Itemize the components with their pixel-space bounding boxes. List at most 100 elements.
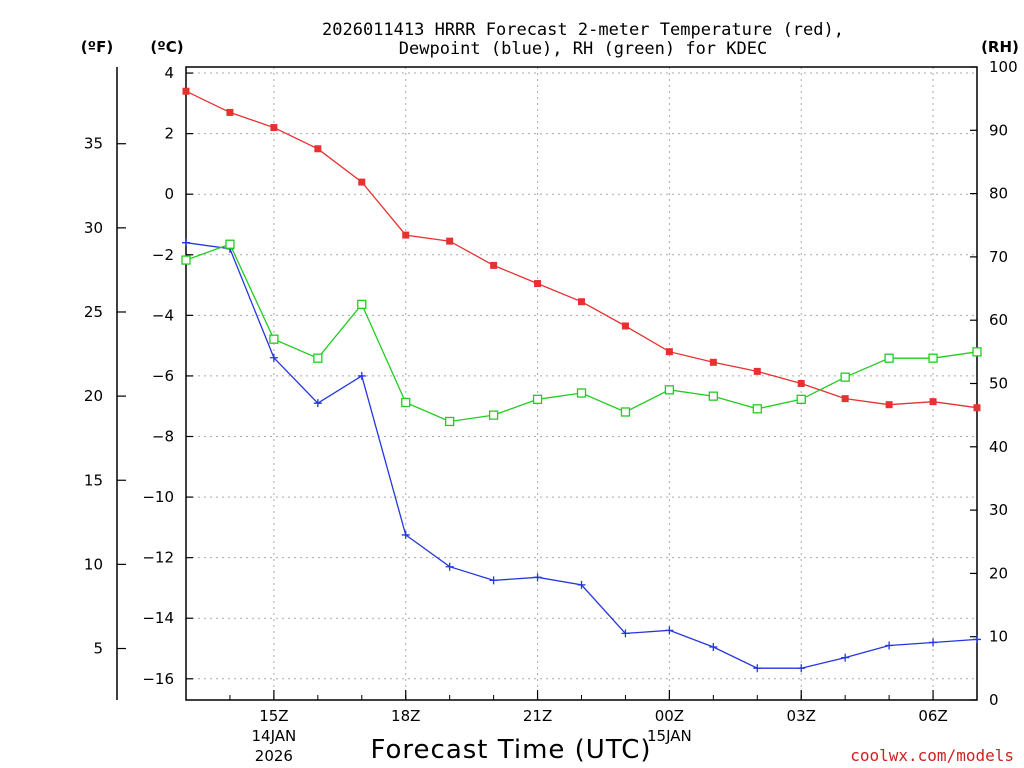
x-tick-label: 06Z xyxy=(918,707,947,725)
rh-tick-label: 20 xyxy=(989,564,1008,582)
dewpoint-point xyxy=(445,562,454,571)
dewpoint-line xyxy=(185,242,978,669)
temperature-point xyxy=(885,401,893,409)
x-tick-label: 21Z xyxy=(523,707,552,725)
temperature-point xyxy=(973,404,981,412)
plot-frame xyxy=(185,66,978,701)
dewpoint-point xyxy=(885,641,894,650)
f-tick-label: 35 xyxy=(84,135,103,153)
x-tick-label: 03Z xyxy=(787,707,816,725)
temperature-point xyxy=(314,145,322,153)
dewpoint-point xyxy=(489,576,498,585)
temperature-point xyxy=(929,398,937,406)
temperature-point xyxy=(402,231,410,239)
rh-point xyxy=(225,239,235,249)
temperature-point xyxy=(446,237,454,245)
temperature-point xyxy=(621,322,629,330)
rh-point xyxy=(664,385,675,395)
data-series xyxy=(181,87,982,673)
c-tick-label: −6 xyxy=(152,367,174,385)
dewpoint-point xyxy=(621,629,630,638)
x-tick-date: 15JAN xyxy=(647,727,692,745)
temperature-point xyxy=(797,380,805,387)
rh-point xyxy=(532,394,543,404)
dewpoint-point xyxy=(709,642,718,651)
temperature-point xyxy=(578,298,585,306)
chart-title-line1: 2026011413 HRRR Forecast 2-meter Tempera… xyxy=(322,20,844,40)
fahrenheit-unit-label: (ºF) xyxy=(81,38,113,56)
x-tick-label: 00Z xyxy=(655,707,684,725)
rh-point xyxy=(181,255,191,265)
f-tick-label: 10 xyxy=(84,555,103,573)
dewpoint-point xyxy=(269,353,278,362)
rh-tick-label: 0 xyxy=(989,691,999,709)
dewpoint-point xyxy=(929,638,938,647)
rh-point xyxy=(840,372,850,382)
c-tick-label: −10 xyxy=(142,488,174,506)
f-tick-label: 15 xyxy=(84,471,103,489)
rh-point xyxy=(401,397,411,408)
rh-point xyxy=(269,334,279,344)
f-tick-label: 20 xyxy=(84,387,103,405)
rh-point xyxy=(796,394,806,404)
rh-point xyxy=(620,407,631,417)
temperature-line xyxy=(185,90,978,409)
c-tick-label: −4 xyxy=(152,306,174,324)
rh-tick-label: 50 xyxy=(989,375,1008,393)
rh-tick-label: 30 xyxy=(989,501,1008,519)
c-tick-label: −12 xyxy=(142,549,174,567)
rh-tick-label: 80 xyxy=(989,185,1008,203)
f-tick-label: 5 xyxy=(93,640,103,658)
rh-point xyxy=(488,410,499,420)
f-tick-label: 30 xyxy=(84,219,103,237)
x-tick-label: 18Z xyxy=(391,707,420,725)
c-tick-label: −14 xyxy=(142,609,174,627)
rh-tick-label: 60 xyxy=(989,311,1008,329)
temperature-point xyxy=(270,124,278,132)
celsius-unit-label: (ºC) xyxy=(150,38,183,56)
dewpoint-point xyxy=(577,580,586,589)
rh-tick-label: 40 xyxy=(989,438,1008,456)
temperature-point xyxy=(534,280,542,288)
x-tick-date: 14JAN xyxy=(252,727,297,745)
temperature-point xyxy=(226,108,234,116)
rh-point xyxy=(445,416,455,427)
grid-lines xyxy=(186,67,977,700)
dewpoint-point xyxy=(973,635,981,644)
rh-point xyxy=(357,299,367,310)
rh-point xyxy=(884,353,894,363)
rh-tick-label: 70 xyxy=(989,248,1008,266)
dewpoint-point xyxy=(401,530,410,539)
rh-point xyxy=(313,353,323,363)
temperature-point xyxy=(490,261,498,269)
axis-ticks: 420−2−4−6−8−10−12−14−1635302520151051009… xyxy=(84,58,1018,765)
dewpoint-point xyxy=(533,573,542,582)
dewpoint-point xyxy=(182,238,190,247)
c-tick-label: −8 xyxy=(152,428,174,446)
temperature-point xyxy=(358,178,366,186)
temperature-point xyxy=(841,395,849,403)
x-tick-year: 2026 xyxy=(255,747,293,765)
rh-point xyxy=(928,353,938,363)
temperature-point xyxy=(709,358,717,366)
chart-title-line2: Dewpoint (blue), RH (green) for KDEC xyxy=(399,39,767,59)
temperature-point xyxy=(665,348,673,356)
dewpoint-point xyxy=(665,626,674,635)
c-tick-label: 4 xyxy=(164,64,174,82)
x-tick-label: 15Z xyxy=(259,707,288,725)
x-axis-title: Forecast Time (UTC) xyxy=(370,735,651,765)
c-tick-label: 2 xyxy=(164,125,174,143)
temperature-point xyxy=(753,367,761,375)
f-tick-label: 25 xyxy=(84,303,103,321)
source-credit: coolwx.com/models xyxy=(850,746,1014,765)
temperature-point xyxy=(182,87,190,95)
dewpoint-point xyxy=(797,664,806,673)
rh-point xyxy=(708,391,718,401)
c-tick-label: −16 xyxy=(142,670,174,688)
dewpoint-point xyxy=(357,371,366,380)
rh-unit-label: (RH) xyxy=(981,38,1019,56)
dewpoint-point xyxy=(313,399,322,408)
c-tick-label: −2 xyxy=(152,246,174,264)
rh-point xyxy=(576,388,587,398)
